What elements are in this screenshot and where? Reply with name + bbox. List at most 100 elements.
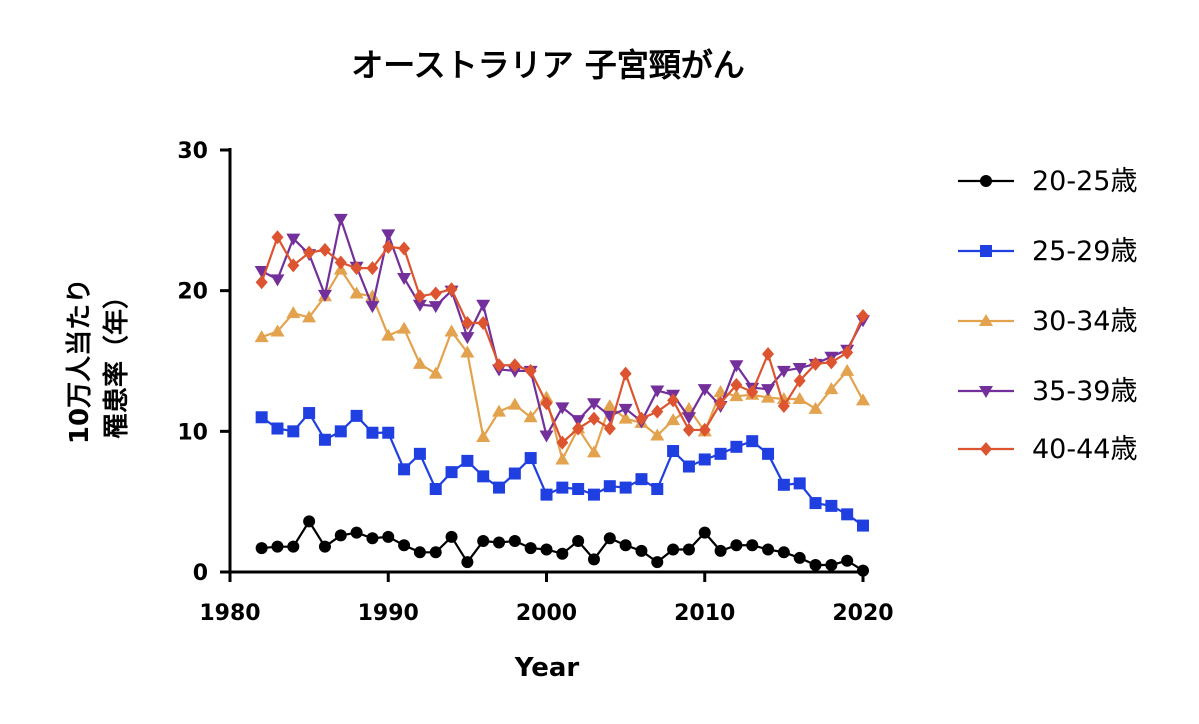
data-point bbox=[255, 411, 268, 424]
data-point bbox=[762, 346, 775, 361]
data-point bbox=[444, 324, 459, 337]
data-point bbox=[477, 535, 490, 548]
data-point bbox=[461, 454, 474, 467]
data-point bbox=[809, 558, 822, 571]
data-point bbox=[698, 422, 711, 437]
x-tick-label: 2000 bbox=[516, 601, 577, 626]
data-point bbox=[556, 435, 569, 450]
data-point bbox=[635, 473, 648, 486]
data-point bbox=[555, 452, 570, 465]
data-point bbox=[792, 391, 807, 404]
data-point bbox=[777, 546, 790, 559]
data-point bbox=[350, 261, 363, 276]
data-point bbox=[429, 286, 442, 301]
series-1 bbox=[255, 407, 869, 532]
data-point bbox=[698, 453, 711, 466]
data-point bbox=[650, 428, 665, 441]
data-point bbox=[730, 440, 743, 453]
data-point bbox=[730, 377, 743, 392]
data-point bbox=[271, 422, 284, 435]
data-point bbox=[524, 363, 537, 378]
data-point bbox=[540, 396, 553, 411]
x-tick-label: 1990 bbox=[358, 601, 419, 626]
data-point bbox=[334, 425, 347, 438]
data-point bbox=[477, 470, 490, 483]
legend-marker bbox=[980, 442, 992, 456]
data-point bbox=[667, 543, 680, 556]
x-tick-label: 2010 bbox=[674, 601, 735, 626]
data-point bbox=[808, 401, 823, 414]
data-point bbox=[730, 539, 743, 552]
legend-marker bbox=[979, 314, 993, 326]
data-point bbox=[651, 404, 664, 419]
data-point bbox=[635, 411, 648, 426]
data-point bbox=[286, 233, 301, 246]
y-axis-label-line-2: 罹患率（年） bbox=[101, 283, 132, 439]
data-point bbox=[761, 384, 776, 397]
data-point bbox=[382, 240, 395, 255]
data-point bbox=[698, 526, 711, 539]
data-point bbox=[825, 355, 838, 370]
data-point bbox=[841, 345, 854, 360]
data-point bbox=[508, 467, 521, 480]
data-point bbox=[460, 332, 475, 345]
legend-marker bbox=[980, 175, 992, 187]
data-point bbox=[714, 396, 727, 411]
data-point bbox=[397, 273, 412, 286]
data-point bbox=[476, 429, 491, 442]
data-point bbox=[746, 435, 759, 448]
legend: 20-25歳 25-29歳 30-34歳 35-39歳 40-44歳 bbox=[958, 166, 1137, 465]
data-point bbox=[445, 282, 458, 297]
data-point bbox=[445, 466, 458, 479]
data-point bbox=[776, 365, 791, 378]
data-point bbox=[714, 544, 727, 557]
data-point bbox=[777, 478, 790, 491]
data-point bbox=[365, 301, 380, 314]
data-point bbox=[587, 488, 600, 501]
data-point bbox=[271, 230, 284, 245]
data-point bbox=[493, 481, 506, 494]
data-point bbox=[508, 535, 521, 548]
data-point bbox=[793, 477, 806, 490]
data-point bbox=[602, 399, 617, 412]
data-point bbox=[381, 229, 396, 242]
data-point bbox=[586, 398, 601, 411]
data-point bbox=[523, 410, 538, 423]
data-point bbox=[792, 363, 807, 376]
data-point bbox=[682, 460, 695, 473]
data-point bbox=[619, 366, 632, 381]
data-point bbox=[366, 426, 379, 439]
data-point bbox=[382, 426, 395, 439]
data-point bbox=[382, 530, 395, 543]
series-2 bbox=[254, 262, 870, 465]
data-point bbox=[857, 519, 869, 532]
data-point bbox=[793, 551, 806, 564]
y-tick-label: 0 bbox=[193, 561, 208, 586]
data-point bbox=[619, 481, 632, 494]
data-point bbox=[857, 308, 869, 323]
data-point bbox=[429, 483, 442, 496]
data-point bbox=[398, 463, 411, 476]
data-point bbox=[429, 546, 442, 559]
x-tick-label: 1980 bbox=[199, 601, 260, 626]
data-point bbox=[349, 286, 364, 299]
data-point bbox=[413, 289, 426, 304]
legend-marker bbox=[980, 245, 992, 257]
data-point bbox=[318, 540, 331, 553]
data-point bbox=[333, 213, 348, 226]
data-point bbox=[366, 261, 379, 276]
data-point bbox=[398, 539, 411, 552]
data-point bbox=[254, 330, 269, 343]
data-point bbox=[397, 321, 412, 334]
x-axis-label: Year bbox=[514, 653, 580, 683]
data-point bbox=[317, 289, 332, 302]
data-point bbox=[524, 452, 537, 465]
series-0 bbox=[255, 515, 869, 577]
data-point bbox=[841, 554, 854, 567]
data-point bbox=[460, 345, 475, 358]
data-point bbox=[809, 497, 822, 510]
data-point bbox=[682, 543, 695, 556]
data-point bbox=[713, 384, 728, 397]
data-point bbox=[445, 530, 458, 543]
data-point bbox=[477, 316, 490, 331]
